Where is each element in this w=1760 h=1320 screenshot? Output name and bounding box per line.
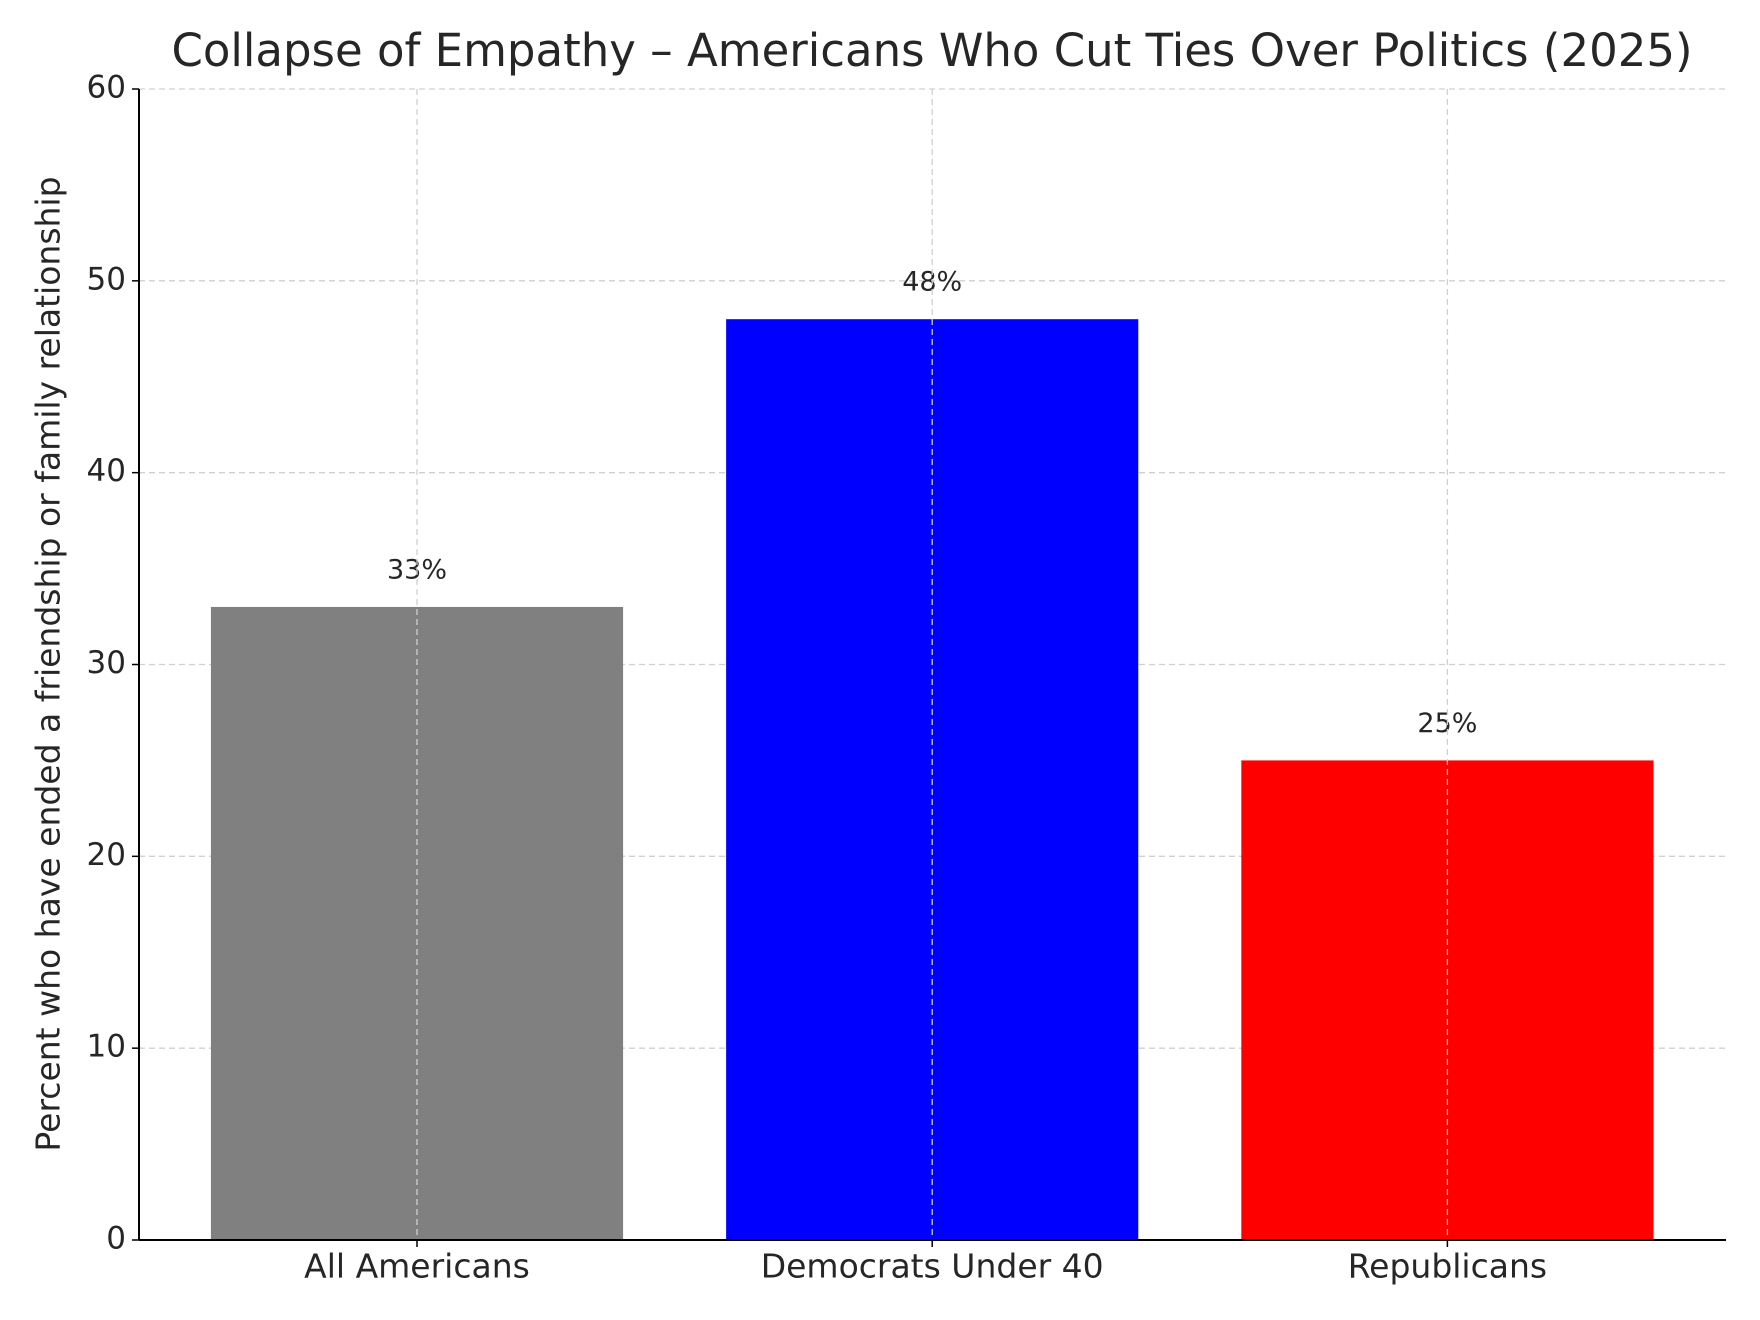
x-tick-label: Republicans <box>1348 1247 1547 1286</box>
y-tick-label: 50 <box>87 261 126 297</box>
y-tick-label: 60 <box>87 70 126 106</box>
y-tick-label: 20 <box>87 837 126 873</box>
y-tick-label: 10 <box>87 1029 126 1065</box>
chart-title: Collapse of Empathy – Americans Who Cut … <box>171 24 1692 77</box>
x-tick-label: Democrats Under 40 <box>761 1247 1104 1286</box>
y-tick-label: 30 <box>87 645 126 681</box>
y-tick-label: 0 <box>106 1221 126 1257</box>
x-tick-label: All Americans <box>304 1247 530 1286</box>
y-tick-label: 40 <box>87 453 126 489</box>
y-axis-label: Percent who have ended a friendship or f… <box>29 176 68 1151</box>
